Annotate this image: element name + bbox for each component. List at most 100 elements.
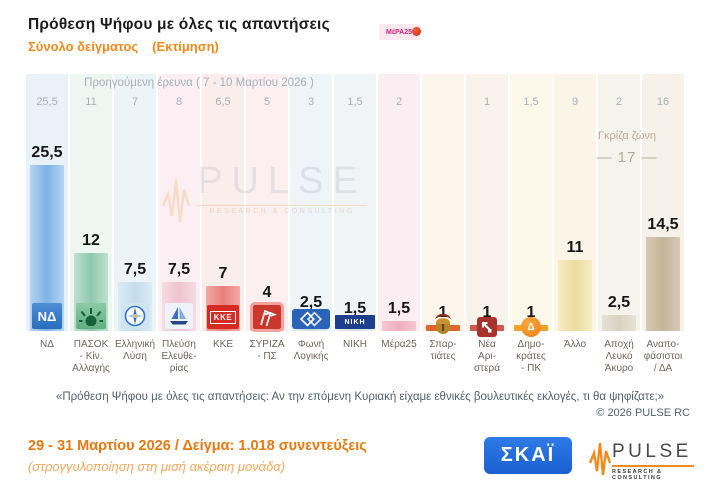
column-tint — [598, 74, 640, 331]
result-value-label: 25,5 — [31, 144, 63, 162]
nea-aristera-arrow-party-logo-icon — [477, 317, 497, 337]
result-value-label: 14,5 — [647, 215, 679, 233]
party-name-label: Ελληνική Λύση — [114, 339, 155, 362]
previous-survey-value: 5 — [263, 96, 271, 108]
party-name-label: ΝΔ — [40, 339, 54, 350]
result-bar — [646, 236, 680, 331]
chart-column-apochi: 2 2,5 Αποχή Λευκό Άκυρο — [597, 74, 641, 379]
result-bar — [602, 314, 636, 331]
result-value-label: 1,5 — [343, 300, 367, 318]
result-bar — [558, 259, 592, 331]
party-name-label: Δημο- κράτες - ΠΚ — [516, 339, 546, 374]
chart-column-syriza: 5 4 ΣΥΡΙΖΑ - ΠΣ — [245, 74, 289, 379]
previous-survey-value: 2 — [615, 96, 623, 108]
result-value-label: 1 — [526, 303, 536, 321]
result-value-label: 12 — [82, 232, 100, 249]
result-value-label: 7 — [218, 264, 228, 282]
sailboat-party-logo-icon — [165, 303, 193, 329]
pulse-logo-text: PULSE — [612, 441, 692, 462]
party-name-label: Μέρα25 — [381, 339, 417, 350]
previous-survey-value: 7 — [131, 96, 139, 108]
result-bar — [382, 321, 416, 331]
previous-survey-value: 6,5 — [215, 96, 231, 108]
chart-column-anapofasistoi: 16 14,5 Αναπο- φάσιστοι / ΔΑ — [641, 74, 685, 379]
party-name-label: Άλλο — [563, 339, 587, 350]
column-tint — [334, 74, 376, 331]
chart-column-pasok: 11 12 ΠΑΣΟΚ - Κίν. Αλλαγής — [69, 74, 113, 379]
party-name-label: Σπαρ- τιάτες — [429, 339, 457, 362]
party-name-label: ΠΑΣΟΚ - Κίν. Αλλαγής — [72, 339, 110, 374]
previous-survey-value: 25,5 — [36, 96, 58, 108]
chart-columns: 25,5 25,5 ΝΔ ΝΔ 11 12 ΠΑΣΟΚ - Κίν. Αλλαγ… — [25, 24, 685, 379]
chart-column-foni-logikis: 3 2,5 Φωνή Λογικής — [289, 74, 333, 379]
nd-party-logo-icon: ΝΔ — [32, 303, 62, 329]
previous-survey-value: 2 — [395, 96, 403, 108]
chart-subtitle: Σύνολο δείγματος (Εκτίμηση) — [28, 39, 219, 54]
previous-survey-value: 1,5 — [347, 96, 363, 108]
question-quote: «Πρόθεση Ψήφου με όλες τις απαντήσεις: Α… — [55, 391, 665, 403]
pasok-sun-party-logo-icon — [76, 303, 106, 329]
party-name-label: ΚΚΕ — [212, 339, 233, 350]
pulse-logo: PULSE RESEARCH & CONSULTING — [588, 435, 698, 481]
syriza-flags-party-logo-icon — [250, 302, 284, 332]
column-tint — [290, 74, 332, 331]
fieldwork-dates-sample: 29 - 31 Μαρτίου 2026 / Δείγμα: 1.018 συν… — [28, 438, 367, 454]
previous-survey-value: 8 — [175, 96, 183, 108]
chart-column-nea-aristera: 1 1 Νέα Αρι- στερά — [465, 74, 509, 379]
result-value-label: 7,5 — [123, 261, 147, 279]
party-name-label: Φωνή Λογικής — [293, 339, 329, 362]
skai-logo: ΣΚΑΪ — [484, 437, 572, 474]
column-tint — [466, 74, 508, 331]
result-value-label: 7,5 — [167, 261, 191, 279]
previous-survey-value: 3 — [307, 96, 315, 108]
result-value-label: 1 — [438, 303, 448, 321]
chart-column-niki: 1,5 1,5 ΝΙΚΗ ΝΙΚΗ — [333, 74, 377, 379]
party-name-label: Νέα Αρι- στερά — [473, 339, 501, 374]
estimate-label: (Εκτίμηση) — [152, 39, 219, 54]
result-value-label: 1 — [482, 303, 492, 321]
previous-survey-value: 11 — [85, 96, 97, 108]
party-name-label: Αναπο- φάσιστοι / ΔΑ — [643, 339, 683, 374]
spartan-helmet-party-logo-icon — [432, 311, 454, 337]
column-tint — [246, 74, 288, 331]
pulse-logo-subtext: RESEARCH & CONSULTING — [612, 469, 663, 481]
kke-party-logo-icon: ΚΚΕ — [207, 305, 239, 329]
compass-party-logo-icon — [121, 303, 149, 329]
chart-column-elliniki-lysi: 7 7,5 Ελληνική Λύση — [113, 74, 157, 379]
result-value-label: 2,5 — [607, 293, 631, 311]
chart-column-mera25: 2 1,5 ΜέΡΑ25 Μέρα25 — [377, 24, 421, 379]
column-tint — [378, 74, 420, 331]
result-value-label: 4 — [262, 284, 272, 301]
foni-diamonds-party-logo-icon — [292, 309, 330, 329]
page-title: Πρόθεση Ψήφου με όλες τις απαντήσεις — [28, 16, 330, 33]
previous-survey-value: 1 — [483, 96, 491, 108]
result-value-label: 11 — [566, 238, 584, 256]
rounding-note: (στρογγυλοποίηση στη μισή ακέραιη μονάδα… — [28, 459, 286, 474]
gray-zone-label: Γκρίζα ζώνη — [597, 130, 657, 142]
party-name-label: ΣΥΡΙΖΑ - ΠΣ — [249, 339, 285, 362]
party-name-label: ΝΙΚΗ — [343, 339, 367, 350]
chart-column-spartiates: 1 Σπαρ- τιάτες — [421, 74, 465, 379]
mera25-party-logo-icon: ΜέΡΑ25 — [379, 24, 421, 40]
copyright-note: © 2026 PULSE RC — [596, 407, 690, 419]
niki-party-logo-icon: ΝΙΚΗ — [335, 315, 375, 329]
chart-column-dimokrates: 1,5 1 Δ Δημο- κράτες - ΠΚ — [509, 74, 553, 379]
column-tint — [422, 74, 464, 331]
column-tint — [510, 74, 552, 331]
previous-survey-value: 16 — [656, 96, 670, 108]
gray-zone-value: — 17 — — [596, 149, 658, 166]
dimokrates-party-logo-icon: Δ — [521, 317, 541, 337]
previous-survey-value: 9 — [571, 96, 579, 108]
chart-column-kke: 6,5 7 ΚΚΕ ΚΚΕ — [201, 74, 245, 379]
pulse-logo-rule — [612, 465, 694, 467]
chart-column-pleusi-eleftherias: 8 7,5 Πλεύση Ελευθε- ρίας — [157, 74, 201, 379]
chart-column-allo: 9 11 Άλλο — [553, 74, 597, 379]
waveform-icon — [588, 442, 612, 476]
result-value-label: 2,5 — [299, 293, 323, 311]
chart-column-nd: 25,5 25,5 ΝΔ ΝΔ — [25, 74, 69, 379]
previous-survey-value: 1,5 — [523, 96, 539, 108]
sample-label: Σύνολο δείγματος — [28, 39, 139, 54]
skai-logo-text: ΣΚΑΪ — [500, 444, 556, 466]
result-value-label: 1,5 — [387, 300, 411, 318]
